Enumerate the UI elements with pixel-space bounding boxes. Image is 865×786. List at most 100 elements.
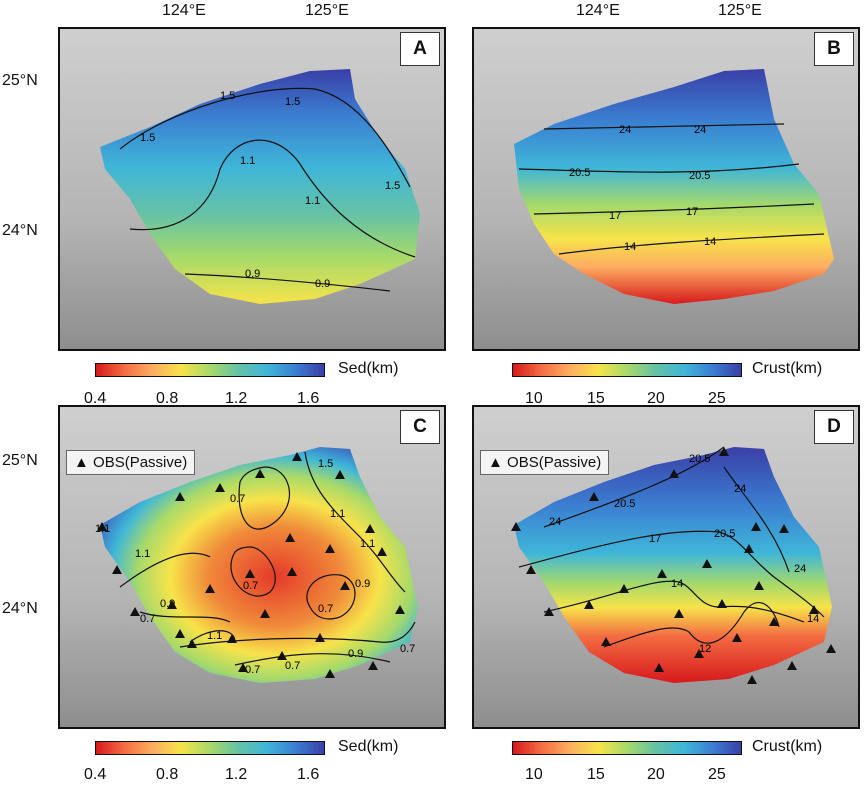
triangle-icon: ▲	[74, 454, 89, 471]
triangle-icon: ▲	[488, 454, 503, 471]
contour-20.5	[518, 163, 800, 173]
contour-label: 0.7	[318, 603, 333, 615]
panel-letter-d: D	[814, 410, 854, 444]
legend-label-c: OBS(Passive)	[93, 454, 188, 471]
legend-d: ▲ OBS(Passive)	[480, 450, 610, 475]
colorbar-label-c: Sed(km)	[338, 738, 399, 755]
colorbar-tick: 25	[708, 390, 726, 407]
contour-0.9	[179, 621, 416, 648]
colorbar-tick: 25	[708, 766, 726, 783]
contour-label: 24	[549, 516, 561, 528]
lon-label-124-right: 124°E	[576, 2, 620, 19]
contour-0.9	[184, 273, 391, 292]
contour-0.7	[306, 574, 356, 620]
contour-label: 0.7	[230, 493, 245, 505]
contour-label: 24	[734, 483, 746, 495]
contour-label: 24	[694, 124, 706, 136]
contour-label: 0.9	[348, 648, 363, 660]
contour-14	[558, 233, 825, 255]
contour-label: 1.1	[330, 508, 345, 520]
legend-c: ▲ OBS(Passive)	[66, 450, 196, 475]
contour-label: 1.1	[360, 538, 375, 550]
lon-label-124-left: 124°E	[162, 2, 206, 19]
contour-label: 20.5	[614, 498, 635, 510]
contour-label: 14	[624, 241, 636, 253]
legend-label-d: OBS(Passive)	[507, 454, 602, 471]
contour-label: 1.5	[318, 458, 333, 470]
contour-24	[723, 466, 790, 573]
colorbar-tick: 20	[647, 390, 665, 407]
lon-label-125-right: 125°E	[718, 2, 762, 19]
contour-label: 1.1	[135, 548, 150, 560]
contour-label: 1.5	[385, 180, 400, 192]
contour-label: 24	[794, 563, 806, 575]
contour-label: 1.1	[207, 630, 222, 642]
contour-label: 0.7	[140, 613, 155, 625]
map-b-svg: 24 24 20.5 20.5 17 17 14 14	[474, 29, 858, 349]
colorbar-tick: 1.2	[225, 390, 248, 407]
contour-24	[543, 123, 785, 130]
colorbar-tick: 10	[525, 390, 543, 407]
lat-label-24-bottom: 24°N	[2, 600, 38, 617]
contour-0.7	[238, 466, 291, 530]
contour-label: 14	[671, 578, 683, 590]
contour-label: 0.7	[243, 580, 258, 592]
contour-0.9	[139, 611, 231, 623]
contour-label: 1.1	[305, 195, 320, 207]
contour-label: 1.5	[140, 132, 155, 144]
sed-field	[100, 447, 418, 683]
sed-field	[100, 69, 420, 304]
map-a-svg: 1.5 1.5 1.5 1.5 1.1 1.1 0.9 0.9	[60, 29, 444, 349]
contour-label: 1.1	[240, 155, 255, 167]
colorbar-tick: 20	[647, 766, 665, 783]
contour-label: 20.5	[569, 167, 590, 179]
map-a: 1.5 1.5 1.5 1.5 1.1 1.1 0.9 0.9	[58, 27, 446, 351]
colorbar-a	[95, 363, 325, 377]
colorbar-label-b: Crust(km)	[752, 360, 823, 377]
contour-label: 20.5	[689, 453, 710, 465]
contour-label: 1.5	[285, 96, 300, 108]
panel-letter-b: B	[814, 32, 854, 66]
obs-markers	[97, 452, 405, 678]
contour-1.1	[304, 451, 406, 593]
colorbar-tick: 1.6	[297, 390, 320, 407]
contour-1.1	[129, 139, 416, 258]
contour-0.7	[234, 653, 391, 666]
contour-label: 14	[704, 236, 716, 248]
colorbar-tick: 15	[587, 390, 605, 407]
colorbar-tick: 1.6	[297, 766, 320, 783]
contour-label: 17	[609, 210, 621, 222]
colorbar-b	[512, 363, 742, 377]
contour-0.7	[230, 546, 276, 597]
colorbar-tick: 0.8	[156, 390, 179, 407]
colorbar-d	[512, 741, 742, 755]
colorbar-label-d: Crust(km)	[752, 738, 823, 755]
contour-12	[603, 601, 780, 648]
contour-20.5	[543, 446, 725, 528]
map-b: 24 24 20.5 20.5 17 17 14 14	[472, 27, 860, 351]
colorbar-tick: 15	[587, 766, 605, 783]
colorbar-tick: 0.8	[156, 766, 179, 783]
contour-label: 0.9	[245, 268, 260, 280]
contour-label: 0.7	[400, 643, 415, 655]
contour-label: 1.5	[220, 90, 235, 102]
colorbar-tick: 10	[525, 766, 543, 783]
contour-1.5	[119, 87, 411, 188]
contour-label: 0.7	[285, 660, 300, 672]
contour-17	[518, 530, 825, 618]
obs-markers	[511, 447, 836, 684]
panel-letter-c: C	[400, 410, 440, 444]
contour-14	[543, 580, 805, 623]
colorbar-tick: 0.4	[84, 390, 107, 407]
panel-letter-a: A	[400, 32, 440, 66]
contour-label: 14	[807, 613, 819, 625]
contour-17	[533, 203, 815, 215]
lat-label-24-top: 24°N	[2, 222, 38, 239]
contour-label: 20.5	[689, 170, 710, 182]
colorbar-tick: 1.2	[225, 766, 248, 783]
colorbar-c	[95, 741, 325, 755]
colorbar-label-a: Sed(km)	[338, 360, 399, 377]
contour-label: 0.9	[355, 578, 370, 590]
contour-label: 0.7	[245, 664, 260, 676]
lon-label-125-left: 125°E	[305, 2, 349, 19]
